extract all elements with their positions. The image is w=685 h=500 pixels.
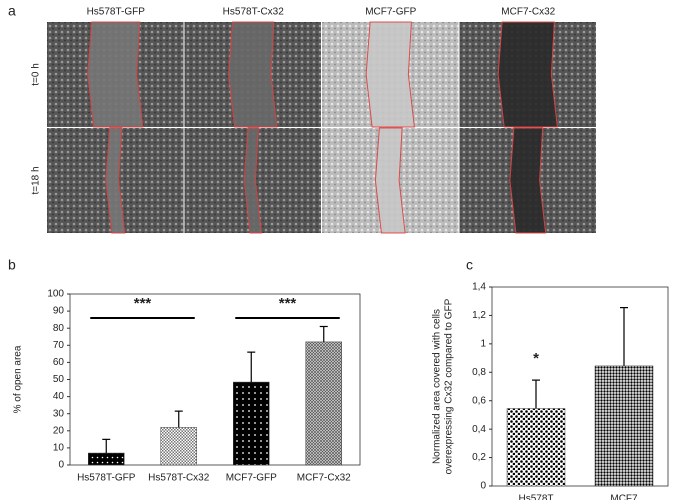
bar xyxy=(506,408,566,487)
chart-b: 0 10 20 30 40 50 60 70 80 90 100 Hs578T-GFP Hs578T-C… xyxy=(13,289,361,484)
bar xyxy=(160,427,197,466)
plot-frame xyxy=(69,293,361,466)
column-label: MCF7-Cx32 xyxy=(501,7,555,18)
wound-area xyxy=(374,127,406,234)
panel-label: c xyxy=(466,257,473,273)
y-tick-label: 90 xyxy=(53,306,65,317)
wound-area xyxy=(365,21,415,128)
y-tick-label: 60 xyxy=(53,357,65,368)
y-tick-label: 0,4 xyxy=(472,424,486,435)
y-tick-label: 100 xyxy=(47,289,64,300)
wound-area xyxy=(228,21,278,128)
significance-label: * xyxy=(533,350,539,367)
bar xyxy=(88,452,125,466)
x-tick-label: MCF7-Cx32 xyxy=(297,473,351,484)
y-tick-label: 10 xyxy=(53,443,65,454)
plot-frame xyxy=(491,286,669,487)
wound-area xyxy=(509,127,547,234)
panel-label: b xyxy=(8,257,16,273)
y-tick-label: 80 xyxy=(53,323,65,334)
y-tick-label: 1,4 xyxy=(472,282,486,293)
y-tick-label: 0,2 xyxy=(472,452,486,463)
column-label: MCF7-GFP xyxy=(365,7,416,18)
significance-label: *** xyxy=(279,295,297,312)
y-tick-label: 40 xyxy=(53,391,65,402)
micrograph-grid: Hs578T-GFP Hs578T-Cx32 MCF7-GFP MCF7-Cx32 t=… xyxy=(31,7,596,234)
column-label: Hs578T-GFP xyxy=(87,7,146,18)
y-tick-label: 0,8 xyxy=(472,367,486,378)
significance-label: *** xyxy=(134,295,152,312)
x-tick-label: MCF7-GFP xyxy=(226,473,277,484)
x-tick-label: MCF7 xyxy=(610,494,638,500)
bar xyxy=(594,365,654,487)
row-label: t=18 h xyxy=(31,166,42,194)
y-tick-label: 0,6 xyxy=(472,395,486,406)
x-tick-label: Hs578T-GFP xyxy=(77,473,136,484)
x-tick-label: Hs578T-Cx32 xyxy=(148,473,210,484)
wound-area xyxy=(87,21,144,128)
y-tick-label: 0 xyxy=(480,481,486,492)
y-tick-label: 70 xyxy=(53,340,65,351)
chart-c: 0 0,2 0,4 0,6 0,8 1 1,2 1,4 Hs578T MCF7 Normalized… xyxy=(432,282,669,500)
y-tick-label: 20 xyxy=(53,425,65,436)
y-tick-label: 50 xyxy=(53,374,65,385)
y-axis-label: Normalized area covered with cells xyxy=(432,309,443,464)
column-label: Hs578T-Cx32 xyxy=(223,7,285,18)
y-tick-label: 30 xyxy=(53,408,65,419)
wound-area xyxy=(497,21,558,128)
bar xyxy=(233,381,270,466)
wound-area xyxy=(105,127,126,234)
x-tick-label: Hs578T xyxy=(518,494,553,500)
y-axis-label: % of open area xyxy=(13,345,24,413)
y-tick-label: 1 xyxy=(480,338,486,349)
y-axis-label: overexpressing Cx32 compared to GFP xyxy=(444,298,455,474)
y-tick-label: 0 xyxy=(58,460,64,471)
wound-area xyxy=(243,127,262,234)
y-tick-label: 1,2 xyxy=(472,310,486,321)
bar xyxy=(305,341,342,466)
row-label: t=0 h xyxy=(31,63,42,86)
panel-label: a xyxy=(8,3,16,19)
